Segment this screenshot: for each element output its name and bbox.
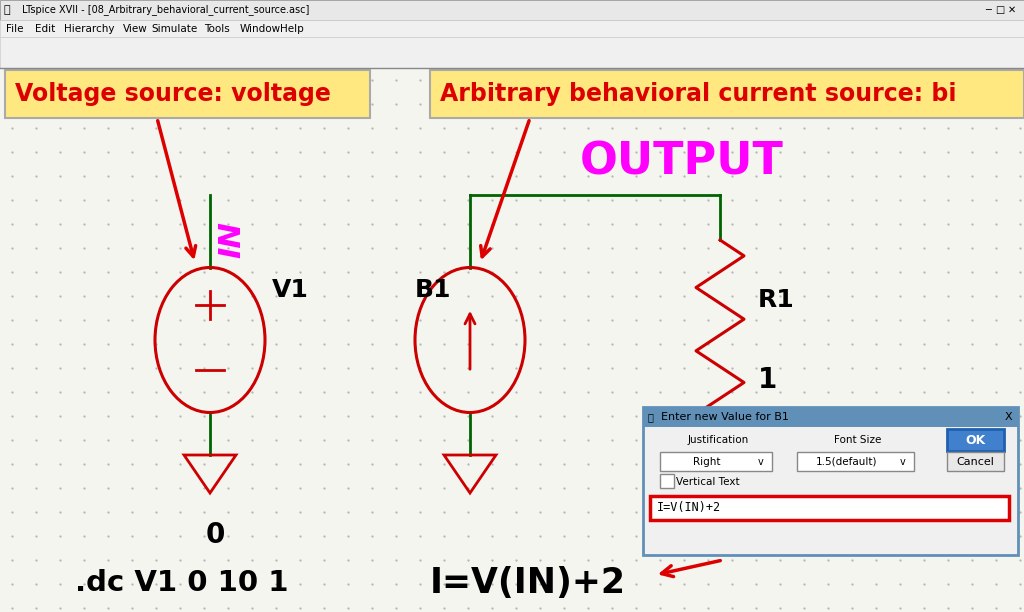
Text: Arbitrary behavioral current source: bi: Arbitrary behavioral current source: bi — [440, 82, 956, 106]
Text: Help: Help — [280, 23, 304, 34]
Text: v: v — [758, 457, 764, 467]
Text: I=V(IN)+2: I=V(IN)+2 — [430, 566, 626, 600]
Text: I=V(IN)+2: I=V(IN)+2 — [657, 501, 721, 513]
FancyBboxPatch shape — [947, 429, 1004, 451]
Text: Vertical Text: Vertical Text — [676, 477, 739, 487]
FancyBboxPatch shape — [797, 452, 914, 471]
FancyBboxPatch shape — [947, 452, 1004, 471]
Text: ✕: ✕ — [1008, 5, 1016, 15]
FancyBboxPatch shape — [430, 70, 1024, 118]
Text: ─: ─ — [985, 5, 991, 15]
Text: .dc V1 0 10 1: .dc V1 0 10 1 — [75, 569, 289, 597]
Text: Font Size: Font Size — [835, 435, 882, 445]
Text: □: □ — [995, 5, 1005, 15]
Text: Hierarchy: Hierarchy — [65, 23, 115, 34]
Text: 1: 1 — [758, 366, 777, 394]
Text: X: X — [1005, 412, 1012, 422]
Text: Simulate: Simulate — [152, 23, 198, 34]
Text: OK: OK — [965, 433, 985, 447]
Text: Right: Right — [693, 457, 721, 467]
Text: 1.5(default): 1.5(default) — [816, 457, 878, 467]
FancyBboxPatch shape — [643, 407, 1018, 427]
Text: IN: IN — [217, 222, 247, 258]
Text: Cancel: Cancel — [956, 457, 994, 467]
FancyBboxPatch shape — [0, 68, 1024, 612]
Text: File: File — [6, 23, 24, 34]
FancyBboxPatch shape — [660, 452, 772, 471]
Text: LTspice XVII - [08_Arbitrary_behavioral_current_source.asc]: LTspice XVII - [08_Arbitrary_behavioral_… — [22, 4, 309, 15]
Text: B1: B1 — [415, 278, 452, 302]
Text: V1: V1 — [272, 278, 309, 302]
FancyBboxPatch shape — [0, 0, 1024, 20]
Text: OUTPUT: OUTPUT — [580, 141, 784, 184]
Text: Justification: Justification — [687, 435, 749, 445]
Text: View: View — [123, 23, 147, 34]
Text: Voltage source: voltage: Voltage source: voltage — [15, 82, 331, 106]
FancyBboxPatch shape — [643, 407, 1018, 555]
FancyBboxPatch shape — [5, 70, 370, 118]
FancyBboxPatch shape — [650, 496, 1009, 520]
Text: 🔧: 🔧 — [4, 5, 10, 15]
FancyBboxPatch shape — [0, 20, 1024, 37]
Text: v: v — [900, 457, 906, 467]
FancyBboxPatch shape — [0, 37, 1024, 68]
Text: 0: 0 — [206, 521, 224, 549]
Text: Window: Window — [240, 23, 281, 34]
Text: Enter new Value for B1: Enter new Value for B1 — [662, 412, 788, 422]
Text: Edit: Edit — [35, 23, 55, 34]
Text: Tools: Tools — [204, 23, 230, 34]
FancyBboxPatch shape — [660, 474, 674, 488]
Text: 🛡: 🛡 — [648, 412, 654, 422]
Text: R1: R1 — [758, 288, 795, 312]
